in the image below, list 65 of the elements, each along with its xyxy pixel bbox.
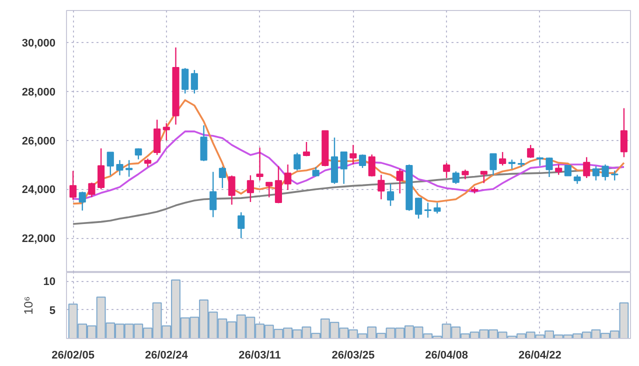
candlestick (499, 151, 506, 166)
candlestick (602, 164, 609, 182)
candlestick (443, 162, 450, 179)
candlestick (462, 169, 469, 180)
candlestick (452, 170, 460, 184)
candlestick (266, 182, 273, 198)
x-tick-label: 26/04/22 (518, 350, 562, 362)
x-tick-label: 26/02/05 (52, 350, 94, 362)
candlestick (256, 147, 264, 182)
candlestick (284, 164, 292, 191)
candlestick (106, 152, 114, 176)
y-tick-label: 26,000 (22, 135, 56, 148)
candlestick (378, 174, 385, 200)
y-tick-label: 10 (43, 276, 56, 288)
candlestick (415, 197, 422, 220)
candlestick (190, 69, 198, 94)
candlestick (434, 202, 441, 214)
candlestick (182, 67, 189, 94)
line-series (72, 99, 625, 205)
candlestick (98, 148, 105, 190)
candlestick (70, 170, 77, 200)
candlestick (564, 164, 572, 176)
candlestick (368, 154, 376, 178)
candlestick (386, 183, 394, 206)
x-tick-label: 26/03/11 (238, 350, 281, 362)
candlestick (555, 164, 562, 176)
candlestick (396, 168, 404, 194)
candlestick (294, 152, 301, 171)
candlestick (78, 191, 86, 212)
candlestick (527, 144, 534, 159)
candlestick (508, 159, 516, 170)
candlestick (210, 171, 217, 218)
y-tick-label: 30,000 (22, 37, 56, 50)
x-tick-label: 26/04/08 (425, 350, 468, 362)
candlestick (490, 152, 497, 176)
candlestick (518, 158, 525, 168)
candlestick (126, 160, 133, 178)
candlestick (154, 119, 161, 156)
candlestick (200, 124, 208, 162)
candlestick (592, 166, 600, 182)
candlestick (302, 141, 310, 157)
candlestick (274, 166, 282, 204)
candlestick (116, 160, 124, 176)
candlestick (246, 174, 254, 203)
x-tick-label: 26/02/24 (145, 350, 189, 362)
candlestick (228, 174, 236, 206)
candlestick (546, 157, 553, 178)
candlestick (358, 154, 366, 169)
candlestick (340, 150, 348, 184)
candlestick (611, 170, 618, 182)
candlestick (218, 166, 226, 189)
y-axis-title: 10⁶ (21, 296, 36, 315)
candlestick (424, 202, 432, 218)
y-tick-label: 28,000 (22, 86, 56, 98)
candlestick (583, 156, 590, 179)
x-tick-label: 26/03/25 (332, 350, 375, 362)
candlestick (480, 170, 488, 184)
candlestick (620, 108, 628, 158)
y-tick-label: 24,000 (22, 184, 56, 196)
candlestick (574, 174, 581, 184)
y-tick-label: 5 (49, 304, 56, 317)
candlestick (238, 212, 245, 239)
candlestick (350, 144, 357, 166)
y-tick-label: 22,000 (22, 233, 56, 246)
candlestick (88, 182, 96, 198)
